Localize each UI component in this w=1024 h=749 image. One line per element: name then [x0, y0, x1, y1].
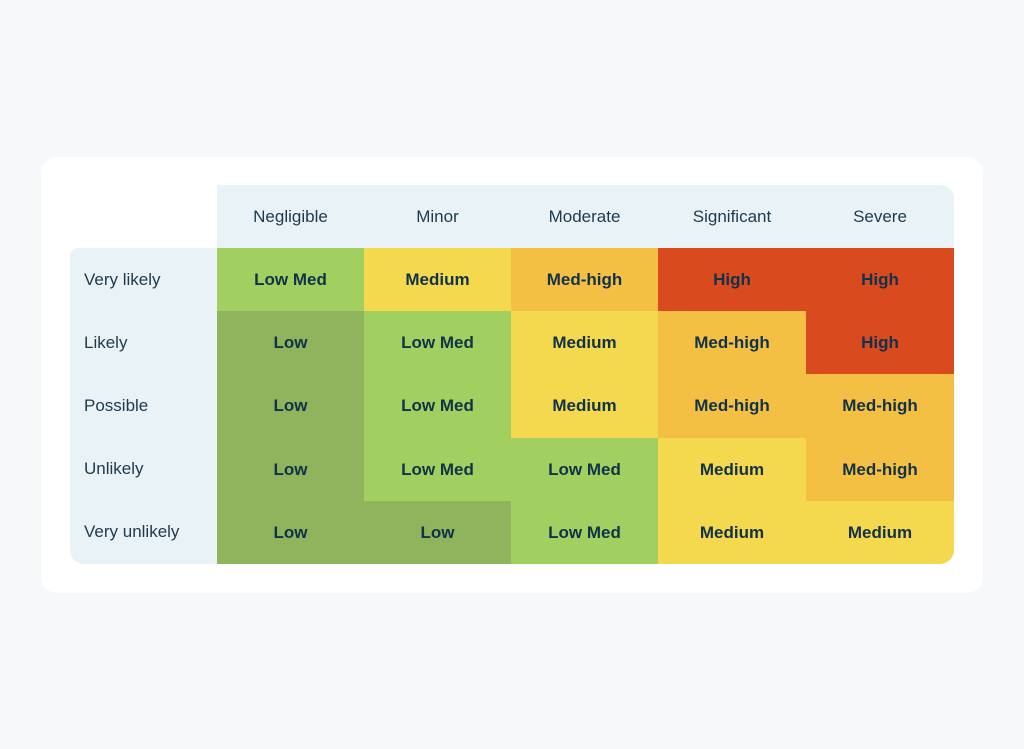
- matrix-cell: High: [806, 248, 954, 312]
- matrix-cell: Medium: [511, 374, 658, 439]
- matrix-cell: Low Med: [511, 437, 658, 502]
- column-label-significant: Significant: [692, 206, 772, 226]
- matrix-cell: Med-high: [806, 437, 954, 502]
- row-label-likely: Likely: [84, 332, 128, 352]
- matrix-cell: Medium: [658, 437, 806, 502]
- matrix-cell: Med-high: [658, 374, 806, 439]
- matrix-grid: Low Med Medium Med-high High High Low Low Med M…: [217, 248, 954, 564]
- matrix-cell: Med-high: [806, 374, 954, 439]
- row-label-very-unlikely: Very unlikely: [84, 522, 180, 542]
- column-label-severe: Severe: [853, 206, 907, 226]
- column-label-negligible: Negligible: [253, 206, 328, 226]
- matrix-cell: Low: [217, 500, 364, 564]
- matrix-cell: Low Med: [364, 311, 511, 376]
- matrix-cell: Low Med: [364, 374, 511, 439]
- matrix-cell: Med-high: [511, 248, 658, 312]
- matrix-cell: Med-high: [658, 311, 806, 376]
- row-header-band: [70, 248, 217, 564]
- column-header-band: [217, 185, 954, 248]
- matrix-cell: Low Med: [217, 248, 364, 312]
- risk-matrix: Low Med Medium Med-high High High Low Low Med M…: [70, 185, 954, 564]
- matrix-cell: Low: [364, 500, 511, 564]
- row-label-possible: Possible: [84, 395, 149, 415]
- matrix-cell: Medium: [806, 500, 954, 564]
- matrix-cell: Low Med: [364, 437, 511, 502]
- matrix-cell: Medium: [658, 500, 806, 564]
- matrix-cell: Low Med: [511, 500, 658, 564]
- row-label-unlikely: Unlikely: [84, 459, 144, 479]
- matrix-cell: Medium: [364, 248, 511, 312]
- matrix-cell: High: [806, 311, 954, 376]
- row-label-very-likely: Very likely: [84, 269, 161, 289]
- matrix-cell: Low: [217, 374, 364, 439]
- column-label-minor: Minor: [416, 206, 459, 226]
- matrix-cell: High: [658, 248, 806, 312]
- matrix-cell: Low: [217, 437, 364, 502]
- column-label-moderate: Moderate: [548, 206, 621, 226]
- matrix-cell: Low: [217, 311, 364, 376]
- matrix-cell: Medium: [511, 311, 658, 376]
